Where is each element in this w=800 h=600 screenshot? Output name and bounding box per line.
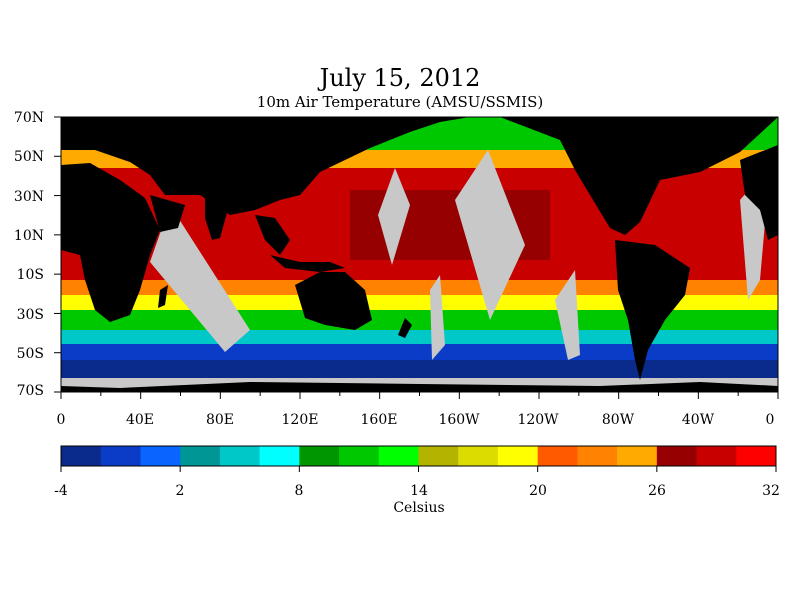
colorbar-swatch — [219, 446, 261, 466]
colorbar-swatch — [259, 446, 300, 466]
band-south-temperate — [61, 295, 778, 313]
colorbar-swatch — [617, 446, 658, 466]
land-southeast-asia — [255, 215, 290, 255]
lat-label-50n: 50N — [13, 149, 44, 165]
lon-label-80e: 80E — [205, 412, 235, 428]
land-greenland — [690, 117, 740, 148]
colorbar-swatch — [458, 446, 499, 466]
colorbar — [60, 446, 777, 472]
colorbar-swatch — [180, 446, 221, 466]
lat-label-10s: 10S — [16, 267, 44, 283]
colorbar-swatch — [339, 446, 380, 466]
land-australia — [295, 272, 372, 330]
temperature-map — [61, 117, 778, 392]
lon-label-80w: 80W — [601, 412, 635, 428]
lon-label-0: 0 — [56, 412, 66, 428]
colorbar-label-4: 20 — [529, 483, 547, 499]
lon-label-120e: 120E — [281, 412, 319, 428]
lon-label-160e: 160E — [360, 412, 398, 428]
land-north-america — [500, 117, 778, 235]
colorbar-swatch — [497, 446, 539, 466]
land-africa — [61, 163, 160, 322]
page-title: July 15, 2012 — [319, 64, 481, 92]
lat-label-30n: 30N — [13, 189, 44, 205]
colorbar-frame — [60, 445, 777, 467]
lon-label-40w: 40W — [681, 412, 715, 428]
band-south-cool — [61, 310, 778, 332]
lon-label-160w: 160W — [438, 412, 480, 428]
colorbar-swatch — [537, 446, 578, 466]
colorbar-title: Celsius — [393, 500, 445, 516]
land-indonesia — [270, 255, 345, 272]
lon-label-40e: 40E — [125, 412, 155, 428]
colorbar-swatch — [577, 446, 618, 466]
colorbar-swatch — [378, 446, 419, 466]
colorbar-label-5: 26 — [648, 483, 666, 499]
lat-label-50s: 50S — [16, 346, 44, 362]
landmasses — [61, 117, 778, 392]
lat-label-30s: 30S — [16, 307, 44, 323]
land-eurasia — [61, 117, 470, 215]
land-europe-west — [740, 145, 778, 240]
band-southern-ocean — [61, 344, 778, 364]
orbit-gap — [455, 150, 525, 320]
band-antarctic — [61, 360, 778, 382]
colorbar-swatch — [140, 446, 181, 466]
colorbar-label-6: 32 — [762, 483, 780, 499]
land-antarctica — [61, 382, 778, 392]
lat-label-70s: 70S — [16, 383, 44, 399]
lon-label-0-east: 0 — [765, 412, 775, 428]
colorbar-swatch — [656, 446, 698, 466]
colorbar-swatch — [418, 446, 459, 466]
colorbar-label-3: 14 — [410, 483, 428, 499]
orbit-gap — [378, 168, 410, 265]
colorbar-label-0: -4 — [54, 483, 68, 499]
colorbar-swatch — [299, 446, 340, 466]
land-south-america — [615, 240, 690, 380]
colorbar-swatch — [61, 446, 102, 466]
land-arabia — [150, 195, 185, 232]
lon-label-120w: 120W — [517, 412, 559, 428]
band-south-warm — [61, 280, 778, 298]
map-ticks — [54, 116, 779, 399]
orbit-gap — [555, 270, 580, 360]
orbit-gap — [430, 275, 445, 360]
orbit-gap — [150, 205, 250, 352]
colorbar-swatch — [736, 446, 777, 466]
colorbar-swatch — [100, 446, 141, 466]
land-new-zealand — [398, 318, 412, 338]
band-subantarctic — [61, 330, 778, 346]
colorbar-label-2: 8 — [294, 483, 304, 499]
land-india — [205, 198, 230, 240]
lat-label-70n: 70N — [13, 110, 44, 126]
colorbar-swatch — [696, 446, 737, 466]
colorbar-label-1: 2 — [175, 483, 185, 499]
lat-label-10n: 10N — [13, 228, 44, 244]
page-subtitle: 10m Air Temperature (AMSU/SSMIS) — [256, 93, 544, 111]
land-madagascar — [158, 285, 168, 308]
